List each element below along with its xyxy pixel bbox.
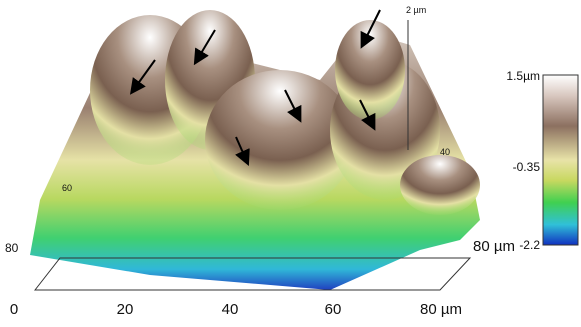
x-tick-label: 0	[10, 301, 18, 318]
small-label: 60	[62, 183, 72, 193]
axes-frame	[33, 20, 472, 291]
surface	[30, 10, 480, 290]
colorbar-tick: 1.5µm	[506, 69, 540, 83]
arrows	[129, 9, 381, 166]
x-tick-label: 80 µm	[420, 301, 462, 318]
colorbar-tick: -2.2	[519, 238, 540, 252]
y-tick-label: 80 µm	[473, 238, 515, 255]
y-tick-label: 80	[5, 241, 19, 255]
colorbar-tick: -0.35	[513, 160, 541, 174]
colorbar	[542, 74, 579, 246]
x-tick-label: 20	[117, 301, 134, 318]
small-label: 40	[440, 147, 450, 157]
z-tick-label: 2 µm	[406, 5, 426, 15]
x-tick-label: 60	[325, 301, 342, 318]
x-tick-label: 40	[222, 301, 239, 318]
